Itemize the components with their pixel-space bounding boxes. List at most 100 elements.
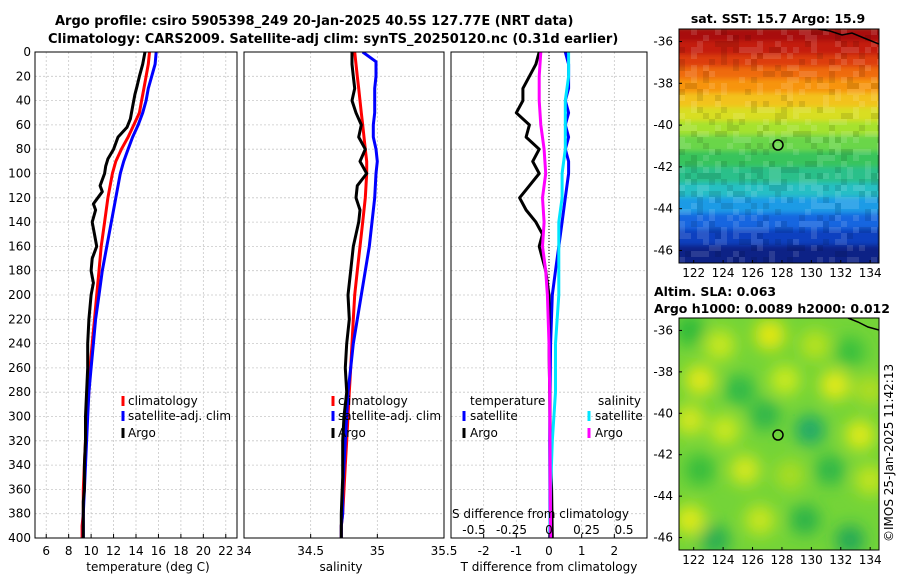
legend-s-satellite-label: satellite — [595, 409, 643, 423]
sst-pixel — [841, 221, 847, 227]
sst-pixel — [727, 191, 733, 197]
sla-blob — [725, 375, 755, 405]
sst-pixel — [877, 47, 879, 53]
sst-pixel — [877, 149, 879, 155]
sst-pixel — [865, 173, 871, 179]
sst-pixel — [763, 131, 769, 137]
sst-pixel — [769, 197, 775, 203]
sla-map-title: Altim. SLA: 0.063 — [654, 284, 776, 299]
sst-pixel — [763, 221, 769, 227]
sst-pixel — [721, 239, 727, 245]
sst-pixel — [877, 167, 879, 173]
depth-tick-label: 40 — [16, 94, 31, 108]
sst-pixel — [709, 179, 715, 185]
sst-pixel — [853, 89, 859, 95]
sst-pixel — [829, 131, 835, 137]
longitude-tick-label: 126 — [741, 553, 764, 567]
sst-pixel — [697, 215, 703, 221]
sla-longitude-labels: 122 124 126 128 130 132 134 — [682, 547, 882, 567]
sst-pixel — [769, 131, 775, 137]
sst-pixel — [709, 83, 715, 89]
sst-pixel — [697, 209, 703, 215]
legend-s-argo-label: Argo — [595, 426, 623, 440]
sst-pixel — [805, 35, 811, 41]
sst-pixel — [775, 227, 781, 233]
sst-pixel — [685, 209, 691, 215]
sst-pixel — [877, 53, 879, 59]
sst-pixel — [787, 125, 793, 131]
x-tick-label: -1 — [510, 544, 522, 558]
longitude-tick-label: 122 — [682, 266, 705, 280]
sst-pixel — [865, 119, 871, 125]
sla-blob — [685, 455, 715, 485]
sst-pixel — [769, 143, 775, 149]
sst-pixel — [715, 101, 721, 107]
sst-pixel — [691, 47, 697, 53]
depth-tick-label: 80 — [16, 142, 31, 156]
sst-pixel — [751, 47, 757, 53]
sst-pixel — [721, 131, 727, 137]
sst-pixel — [769, 107, 775, 113]
sst-pixel — [739, 47, 745, 53]
sst-pixel — [769, 179, 775, 185]
series-argo — [339, 52, 369, 538]
sst-pixel — [751, 149, 757, 155]
sst-pixel — [829, 149, 835, 155]
sst-pixel — [691, 125, 697, 131]
sst-pixel — [769, 71, 775, 77]
sst-pixel — [871, 215, 877, 221]
sst-pixel — [763, 239, 769, 245]
sst-pixel — [691, 65, 697, 71]
sst-pixel — [721, 59, 727, 65]
sst-pixel — [733, 257, 739, 263]
sst-pixel — [733, 233, 739, 239]
sla-blob — [835, 337, 865, 367]
sla-blob — [705, 330, 735, 360]
sst-pixel — [853, 95, 859, 101]
sst-pixel — [823, 239, 829, 245]
sst-pixel — [841, 47, 847, 53]
sst-pixel — [733, 125, 739, 131]
sst-pixel — [859, 71, 865, 77]
sst-pixel — [853, 215, 859, 221]
sst-pixel — [733, 113, 739, 119]
sst-pixel — [811, 221, 817, 227]
sst-pixel — [721, 53, 727, 59]
sst-pixel — [847, 167, 853, 173]
sst-pixel — [871, 107, 877, 113]
sst-pixel — [877, 209, 879, 215]
sst-pixel — [823, 95, 829, 101]
sst-pixel — [799, 215, 805, 221]
series-argo — [81, 52, 147, 538]
sst-pixel — [781, 227, 787, 233]
sst-pixel — [745, 227, 751, 233]
sst-pixel — [817, 173, 823, 179]
sst-pixel — [829, 137, 835, 143]
sst-pixel — [817, 221, 823, 227]
latitude-tick-label: -36 — [653, 35, 673, 49]
sst-pixel — [769, 185, 775, 191]
sst-pixel — [799, 179, 805, 185]
sst-pixel — [757, 233, 763, 239]
sst-pixel — [841, 119, 847, 125]
sst-pixel — [757, 227, 763, 233]
sst-pixel — [763, 101, 769, 107]
sst-pixel — [847, 47, 853, 53]
sst-pixel — [733, 209, 739, 215]
sst-pixel — [823, 221, 829, 227]
longitude-tick-label: 134 — [859, 553, 882, 567]
sst-pixel — [793, 47, 799, 53]
sst-pixel — [679, 65, 685, 71]
sst-pixel — [787, 65, 793, 71]
sst-pixel — [841, 113, 847, 119]
sst-pixel — [829, 143, 835, 149]
sst-pixel — [835, 203, 841, 209]
salinity-xlabel: salinity — [319, 560, 362, 574]
sst-pixel — [859, 59, 865, 65]
sst-pixel — [733, 59, 739, 65]
difference-lines — [514, 52, 571, 538]
sst-pixel — [841, 179, 847, 185]
sla-argo-location-marker — [772, 429, 784, 441]
sla-blob — [770, 365, 800, 395]
sst-pixel — [751, 179, 757, 185]
